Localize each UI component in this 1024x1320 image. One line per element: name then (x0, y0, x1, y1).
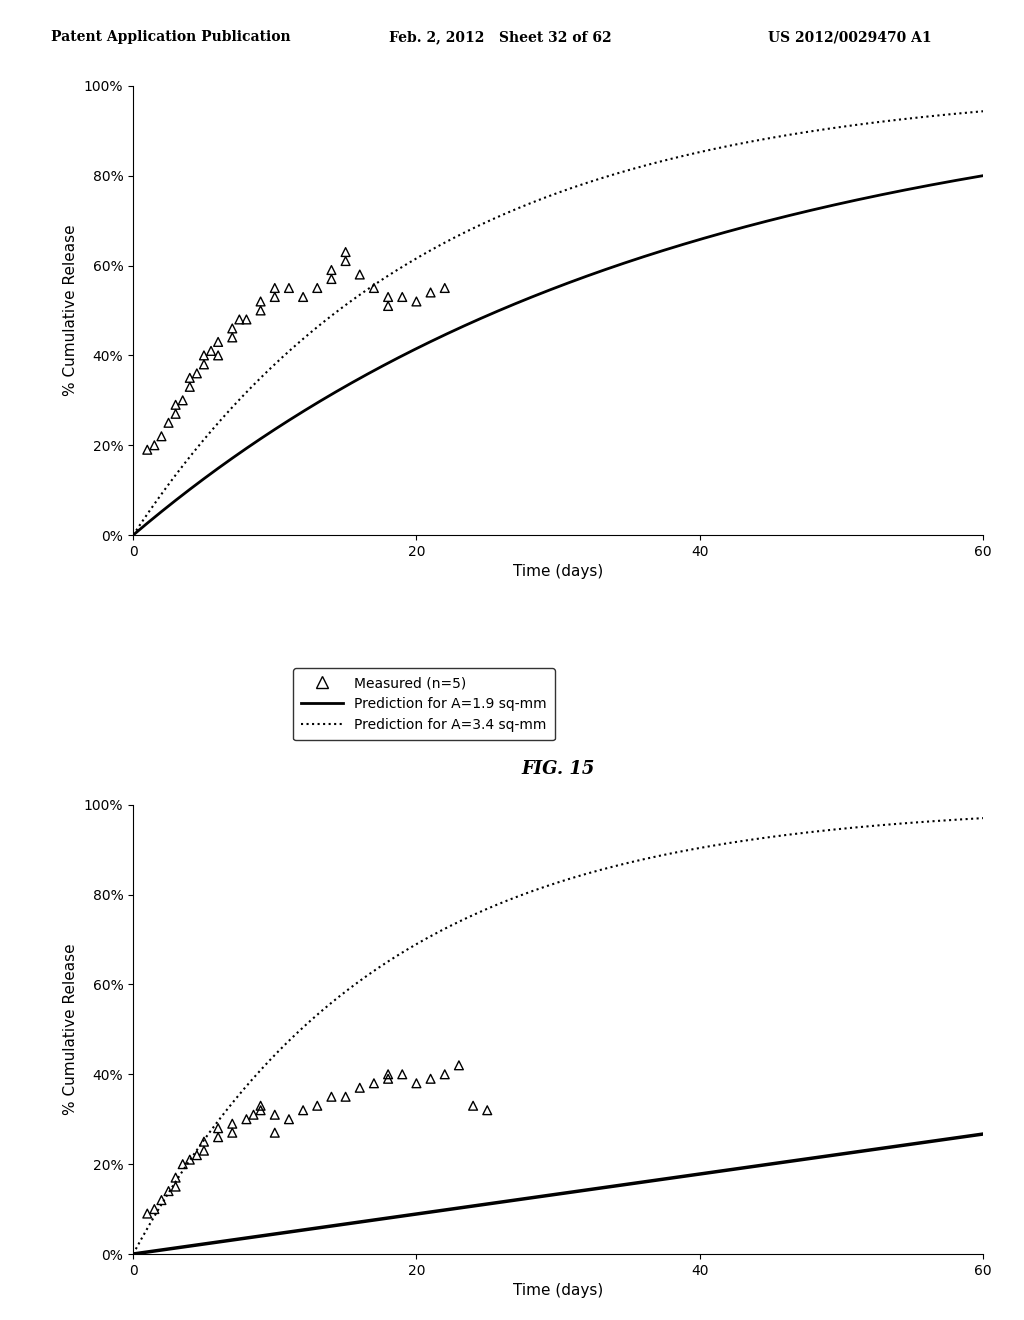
Point (167, 1176, 184, 1197)
Text: FIG. 15: FIG. 15 (521, 760, 595, 777)
Point (167, 403, 184, 424)
Point (409, 1073, 425, 1094)
Point (309, 277, 326, 298)
Point (338, 251, 354, 272)
Point (224, 318, 241, 339)
Point (252, 300, 268, 321)
Point (139, 440, 156, 461)
Y-axis label: % Cumulative Release: % Cumulative Release (63, 224, 79, 396)
Point (252, 290, 268, 312)
Text: US 2012/0029470 A1: US 2012/0029470 A1 (768, 30, 932, 45)
Point (338, 242, 354, 263)
X-axis label: Time (days): Time (days) (513, 1283, 603, 1299)
Point (154, 425, 170, 446)
Point (224, 327, 241, 348)
Point (266, 1122, 283, 1143)
Point (324, 1086, 340, 1107)
Point (146, 434, 163, 455)
Point (181, 376, 198, 397)
Point (188, 1144, 205, 1166)
Point (436, 1064, 453, 1085)
Point (409, 290, 425, 312)
Point (196, 354, 212, 375)
Point (174, 1154, 190, 1175)
Point (224, 1122, 241, 1143)
Point (351, 264, 368, 285)
Point (309, 1096, 326, 1117)
Legend: Measured (n=5), Prediction for A=1.9 sq-mm, Prediction for A=3.4 sq-mm: Measured (n=5), Prediction for A=1.9 sq-… (293, 668, 555, 741)
Point (465, 1096, 481, 1117)
Point (366, 277, 382, 298)
X-axis label: Time (days): Time (days) (513, 565, 603, 579)
Point (295, 286, 311, 308)
Point (210, 1126, 226, 1147)
Point (266, 1104, 283, 1125)
Point (167, 395, 184, 416)
Point (351, 1077, 368, 1098)
Point (266, 286, 283, 308)
Point (210, 331, 226, 352)
Point (154, 1189, 170, 1210)
Point (239, 1109, 255, 1130)
Point (380, 286, 396, 308)
Point (380, 1068, 396, 1089)
Point (231, 309, 248, 330)
Y-axis label: % Cumulative Release: % Cumulative Release (63, 944, 79, 1115)
Point (161, 1180, 177, 1201)
Point (210, 1118, 226, 1139)
Point (281, 1109, 297, 1130)
Point (422, 1068, 438, 1089)
Point (366, 1073, 382, 1094)
Text: Feb. 2, 2012   Sheet 32 of 62: Feb. 2, 2012 Sheet 32 of 62 (389, 30, 611, 45)
Point (188, 363, 205, 384)
Point (295, 1100, 311, 1121)
Point (266, 277, 283, 298)
Point (338, 1086, 354, 1107)
Point (239, 309, 255, 330)
Point (281, 277, 297, 298)
Point (479, 1100, 496, 1121)
Point (246, 1104, 262, 1125)
Point (394, 286, 411, 308)
Point (181, 367, 198, 388)
Text: Patent Application Publication: Patent Application Publication (51, 30, 291, 45)
Point (167, 1167, 184, 1188)
Point (252, 1096, 268, 1117)
Point (324, 260, 340, 281)
Point (422, 282, 438, 304)
Point (252, 1100, 268, 1121)
Point (451, 1055, 467, 1076)
Point (224, 1113, 241, 1134)
Point (324, 268, 340, 289)
Point (436, 277, 453, 298)
Point (196, 1140, 212, 1162)
Point (146, 1199, 163, 1220)
Point (210, 345, 226, 366)
Point (203, 341, 219, 362)
Point (181, 1150, 198, 1171)
Point (394, 1064, 411, 1085)
Point (196, 345, 212, 366)
Point (380, 1064, 396, 1085)
Point (196, 1131, 212, 1152)
Point (380, 296, 396, 317)
Point (174, 389, 190, 411)
Point (161, 412, 177, 433)
Point (139, 1203, 156, 1224)
